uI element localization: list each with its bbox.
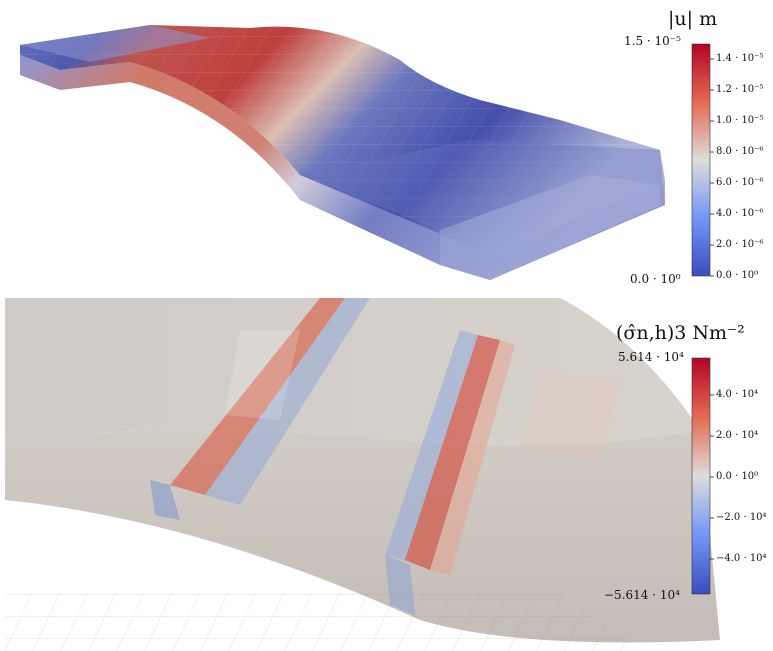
- bottom-colorbar: [691, 357, 711, 595]
- top-tick: 6.0 · 10⁻⁶: [716, 177, 764, 188]
- bottom-tick: 2.0 · 10⁴: [716, 430, 759, 441]
- bottom-tick: −2.0 · 10⁴: [716, 512, 767, 523]
- top-tick: 4.0 · 10⁻⁶: [716, 208, 764, 219]
- top-tick: 1.2 · 10⁻⁵: [716, 84, 764, 95]
- top-colorbar: [691, 43, 711, 277]
- top-tick: 8.0 · 10⁻⁶: [716, 146, 764, 157]
- bottom-range-min: −5.614 · 10⁴: [604, 588, 680, 602]
- bottom-colorbar-ticks: [710, 394, 714, 560]
- bottom-range-max: 5.614 · 10⁴: [618, 350, 684, 364]
- bottom-colorbar-title: (σ̂n,h)3 Nm⁻²: [616, 322, 745, 344]
- top-colorbar-title: |u| m: [668, 8, 718, 30]
- top-range-min: 0.0 · 10⁰: [630, 272, 681, 286]
- top-tick: 0.0 · 10⁰: [716, 270, 759, 281]
- top-colorbar-ticks: [710, 58, 714, 277]
- top-range-max: 1.5 · 10⁻⁵: [624, 34, 681, 48]
- top-tick: 1.4 · 10⁻⁵: [716, 53, 764, 64]
- top-tick: 2.0 · 10⁻⁶: [716, 239, 764, 250]
- bottom-tick: 4.0 · 10⁴: [716, 389, 759, 400]
- top-tick: 1.0 · 10⁻⁵: [716, 115, 764, 126]
- bottom-tick: 0.0 · 10⁰: [716, 471, 759, 482]
- bottom-tick: −4.0 · 10⁴: [716, 553, 767, 564]
- top-beam-render: [0, 0, 680, 290]
